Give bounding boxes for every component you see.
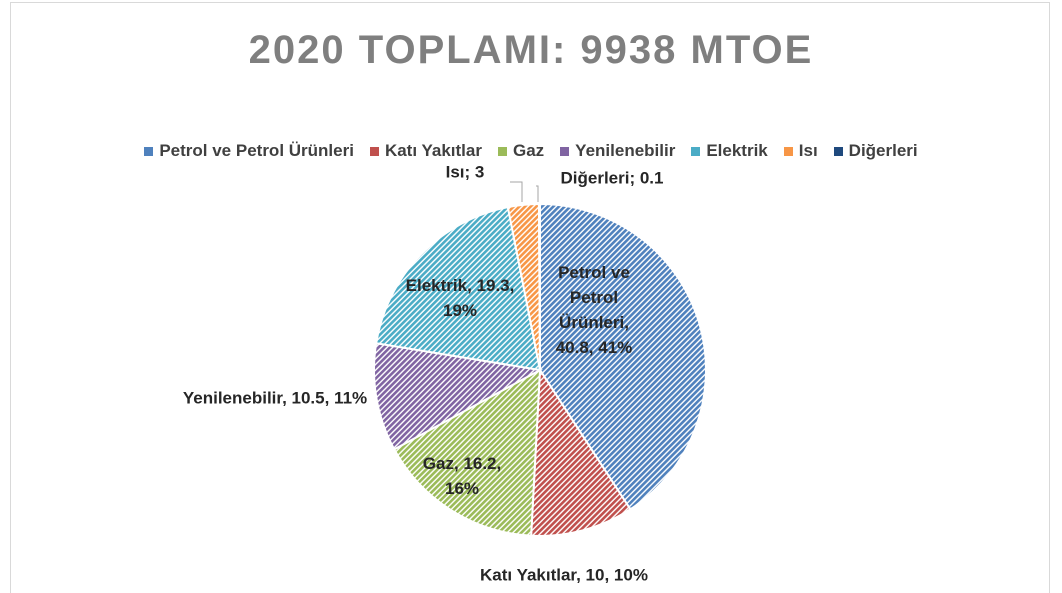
legend-label: Petrol ve Petrol Ürünleri: [159, 141, 354, 160]
data-label: Gaz, 16.2, 16%: [422, 454, 502, 498]
legend-item: Petrol ve Petrol Ürünleri: [144, 141, 354, 161]
data-label: Isı; 3: [445, 162, 485, 182]
legend-swatch: [497, 146, 507, 156]
legend-label: Katı Yakıtlar: [384, 141, 482, 160]
legend-swatch: [560, 146, 570, 156]
leader-line: [510, 181, 523, 202]
data-label: Diğerleri; 0.1: [560, 168, 664, 188]
legend-swatch: [369, 146, 379, 156]
legend-item: Gaz: [497, 141, 545, 161]
legend-item: Isı: [783, 141, 818, 161]
data-label: Yenilenebilir, 10.5, 11%: [182, 388, 368, 408]
pie-slice: [375, 205, 542, 372]
legend: Petrol ve Petrol Ürünleri Katı Yakıtlar Ga…: [0, 141, 1062, 161]
data-label: Elektrik, 19.3, 19%: [405, 276, 515, 320]
data-label: Petrol ve Petrol Ürünleri, 40.8, 41%: [555, 263, 633, 357]
legend-swatch: [783, 146, 793, 156]
legend-label: Elektrik: [706, 141, 768, 160]
chart-frame: [10, 2, 1050, 593]
legend-item: Elektrik: [691, 141, 768, 161]
legend-label: Gaz: [512, 141, 545, 160]
legend-swatch: [691, 146, 701, 156]
pie-slice: [530, 366, 632, 537]
legend-swatch: [833, 146, 843, 156]
legend-label: Isı: [798, 141, 818, 160]
legend-item: Katı Yakıtlar: [369, 141, 482, 161]
legend-label: Diğerleri: [848, 141, 918, 160]
legend-item: Diğerleri: [833, 141, 918, 161]
legend-label: Yenilenebilir: [575, 141, 676, 160]
data-label: Katı Yakıtlar, 10, 10%: [480, 565, 648, 585]
pie-slice: [373, 342, 544, 451]
pie-slice: [392, 368, 542, 537]
leader-line: [536, 185, 539, 202]
chart-title: 2020 TOPLAMI: 9938 MTOE: [248, 28, 814, 72]
legend-item: Yenilenebilir: [560, 141, 675, 161]
pie-slice: [537, 202, 541, 371]
legend-swatch: [144, 146, 154, 156]
